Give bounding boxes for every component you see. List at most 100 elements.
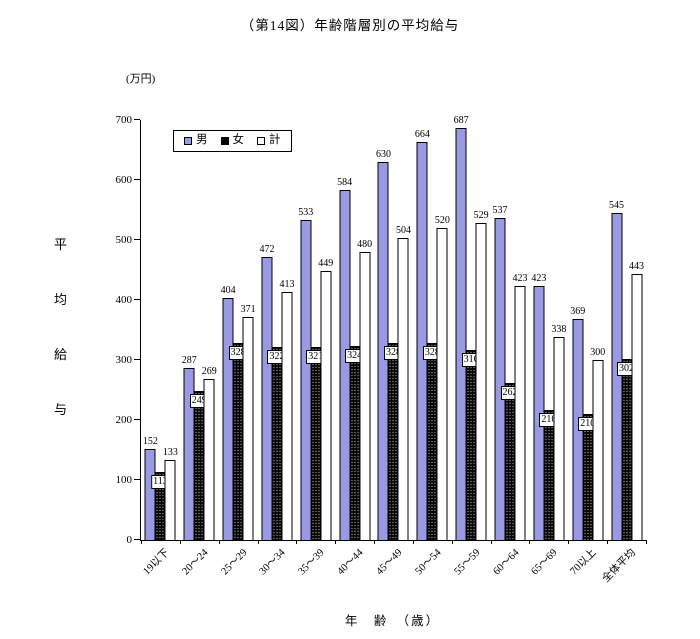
x-tick-mark (412, 540, 414, 544)
bar-計: 371 (241, 304, 256, 540)
y-tick-mark (134, 239, 140, 240)
bar-value-label: 687 (453, 114, 469, 126)
bar-groups: 152 113 133 19以下 287 249 269 20〜24 404 328 371 25〜2… (141, 115, 646, 585)
bar-value-label: 423 (531, 273, 547, 285)
chart-title: （第14図）年齢階層別の平均給与 (240, 18, 460, 33)
x-tick-mark (529, 540, 531, 544)
bar-group: 584 324 480 40〜44 (335, 120, 374, 578)
bar-計: 480 (357, 239, 372, 540)
bar-group: 545 302 443 全体平均 (600, 120, 646, 585)
bar-cluster: 369 210 300 (570, 306, 605, 540)
bar-計: 338 (551, 324, 566, 540)
bar-value-label: 529 (473, 209, 489, 221)
legend-swatch-icon (184, 136, 192, 145)
x-tick-mark (374, 540, 376, 544)
bar-group: 537 262 423 60〜64 (491, 120, 530, 578)
bar-value-label: 584 (337, 176, 353, 188)
bar-計: 133 (163, 447, 178, 540)
bar-value-label: 533 (298, 207, 314, 219)
x-tick-label: 55〜59 (452, 547, 483, 578)
y-tick-mark (134, 419, 140, 420)
bar-group: 630 328 504 45〜49 (374, 120, 413, 577)
y-axis-title-char: 平 (54, 237, 68, 252)
bar-group: 423 216 338 65〜69 (529, 120, 568, 577)
y-axis-title: 平均給与 (54, 238, 67, 416)
x-tick-label: 40〜44 (335, 547, 366, 578)
bar-cluster: 423 216 338 (531, 273, 566, 540)
y-tick-label: 100 (115, 474, 133, 486)
y-tick-label: 500 (115, 234, 133, 246)
bar-cluster: 664 328 520 (415, 129, 450, 540)
bar-計: 413 (279, 279, 294, 540)
y-tick-label: 600 (115, 174, 133, 186)
legend-swatch-icon (257, 136, 265, 145)
x-tick-mark (646, 540, 647, 544)
bar-value-label: 338 (551, 324, 567, 336)
legend-item-2: 計 (257, 134, 281, 147)
x-tick-mark (179, 540, 181, 544)
bar-cluster: 152 113 133 (143, 436, 178, 540)
bar-value-label: 472 (259, 243, 275, 255)
x-axis-title: 年 齢 （歳） (344, 614, 441, 628)
bar-cluster: 537 262 423 (493, 205, 528, 540)
y-tick-mark (134, 359, 140, 360)
bar-value-label: 537 (492, 204, 508, 216)
x-tick-mark (218, 540, 220, 544)
bar-value-label: 152 (142, 435, 158, 447)
bar-cluster: 687 316 529 (454, 115, 489, 540)
bar-value-label: 630 (375, 149, 391, 160)
y-tick-mark (134, 119, 140, 120)
y-tick-mark (134, 539, 140, 540)
x-tick-mark (568, 540, 570, 544)
bar-group: 152 113 133 19以下 (141, 120, 180, 578)
bar-cluster: 630 328 504 (376, 149, 411, 540)
y-tick-mark (134, 479, 140, 480)
y-tick-mark (134, 299, 140, 300)
x-tick-label: 19以下 (141, 547, 172, 578)
bar-計: 529 (474, 210, 489, 540)
bar-計: 504 (396, 225, 411, 540)
bar-cluster: 545 302 443 (609, 200, 644, 540)
y-axis-title-char: 与 (54, 402, 68, 417)
x-tick-mark (141, 540, 142, 544)
bar-value-label: 413 (279, 279, 295, 291)
bar-value-label: 133 (162, 447, 178, 459)
y-axis-title-char: 均 (54, 292, 68, 307)
y-axis-title-char: 給 (54, 347, 68, 362)
bar-group: 472 322 413 30〜34 (258, 120, 297, 578)
bar-value-label: 287 (181, 354, 197, 366)
bar-value-label: 300 (590, 347, 606, 358)
x-tick-label: 30〜34 (257, 547, 289, 578)
bar-計: 520 (435, 215, 450, 540)
y-tick-label: 400 (115, 294, 133, 306)
x-tick-label: 35〜39 (296, 547, 327, 578)
bar-cluster: 472 322 413 (259, 244, 294, 540)
x-tick-label: 65〜69 (529, 547, 560, 578)
bar-cluster: 584 324 480 (337, 177, 372, 540)
bar-value-label: 369 (570, 305, 586, 317)
bar-男: 537 (493, 205, 508, 540)
x-tick-mark (607, 540, 609, 544)
bar-計: 300 (590, 347, 605, 540)
bar-group: 664 328 520 50〜54 (413, 120, 452, 578)
bar-value-label: 545 (609, 200, 625, 211)
legend-item-1: 女 (220, 134, 244, 147)
bar-value-label: 404 (220, 284, 236, 296)
x-tick-label: 25〜29 (219, 547, 250, 578)
x-tick-label: 50〜54 (413, 547, 444, 578)
bar-計: 443 (629, 261, 644, 540)
legend-label: 計 (269, 134, 281, 146)
x-tick-mark (335, 540, 337, 544)
y-axis-unit-label: (万円) (126, 73, 156, 85)
plot-area: 男 女 計 152 113 133 19以下 287 249 269 20〜24 404 328 371… (134, 115, 647, 585)
bar-cluster: 404 328 371 (221, 285, 256, 540)
bar-計: 423 (513, 273, 528, 540)
legend-item-0: 男 (184, 134, 208, 147)
bar-value-label: 449 (318, 257, 334, 269)
x-tick-mark (451, 540, 453, 544)
legend-swatch-icon (220, 136, 229, 145)
bar-group: 533 321 449 35〜39 (296, 120, 335, 577)
x-tick-label: 45〜49 (374, 547, 405, 578)
bar-value-label: 664 (414, 128, 430, 140)
